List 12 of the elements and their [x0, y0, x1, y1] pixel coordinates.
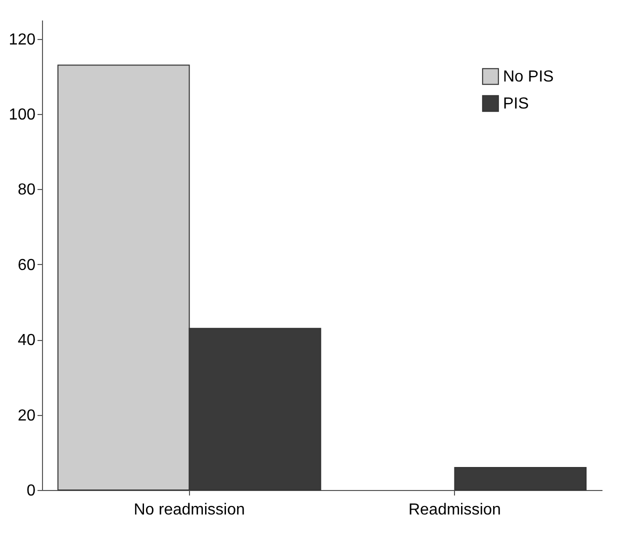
legend-label: PIS — [503, 96, 529, 112]
y-tick-label: 40 — [18, 332, 36, 350]
y-tick-label: 0 — [26, 482, 36, 500]
y-tick-label: 80 — [18, 182, 36, 199]
y-tick-label: 20 — [18, 407, 36, 424]
y-tick-label: 120 — [8, 31, 36, 48]
y-tick-label: 100 — [8, 106, 36, 124]
x-tick-label: Readmission — [408, 502, 501, 518]
bar — [454, 466, 587, 490]
x-tick-label: No readmission — [134, 502, 245, 518]
legend-label: No PIS — [503, 68, 554, 86]
y-tick-label: 60 — [18, 256, 36, 274]
